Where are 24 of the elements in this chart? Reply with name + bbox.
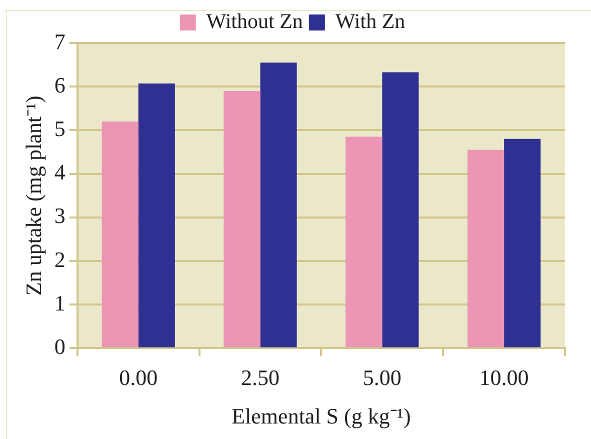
bar bbox=[382, 72, 419, 348]
y-tick-label: 4 bbox=[54, 160, 66, 185]
bar bbox=[504, 138, 541, 348]
legend-label: Without Zn bbox=[206, 9, 304, 34]
y-tick-label: 7 bbox=[54, 28, 66, 54]
bar bbox=[138, 84, 175, 348]
x-axis-title: Elemental S (g kg⁻¹) bbox=[232, 404, 411, 429]
y-tick-label: 3 bbox=[54, 203, 66, 228]
x-tick-label: 0.00 bbox=[119, 365, 158, 390]
y-tick-label: 2 bbox=[54, 246, 66, 272]
x-tick-label: 2.50 bbox=[241, 365, 280, 390]
y-axis-title: Zn uptake (mg plant⁻¹) bbox=[20, 96, 46, 296]
bar bbox=[260, 62, 297, 348]
x-tick-label: 5.00 bbox=[362, 365, 402, 390]
x-tick-label: 10.00 bbox=[479, 365, 529, 390]
y-tick-label: 1 bbox=[54, 290, 66, 316]
bar bbox=[102, 121, 138, 348]
bar bbox=[346, 136, 382, 348]
y-tick-label: 0 bbox=[54, 334, 66, 359]
y-tick-label: 6 bbox=[54, 72, 66, 98]
y-tick-label: 5 bbox=[54, 116, 66, 141]
bar bbox=[224, 90, 260, 348]
bar bbox=[467, 150, 504, 348]
legend-label: With Zn bbox=[335, 9, 406, 34]
